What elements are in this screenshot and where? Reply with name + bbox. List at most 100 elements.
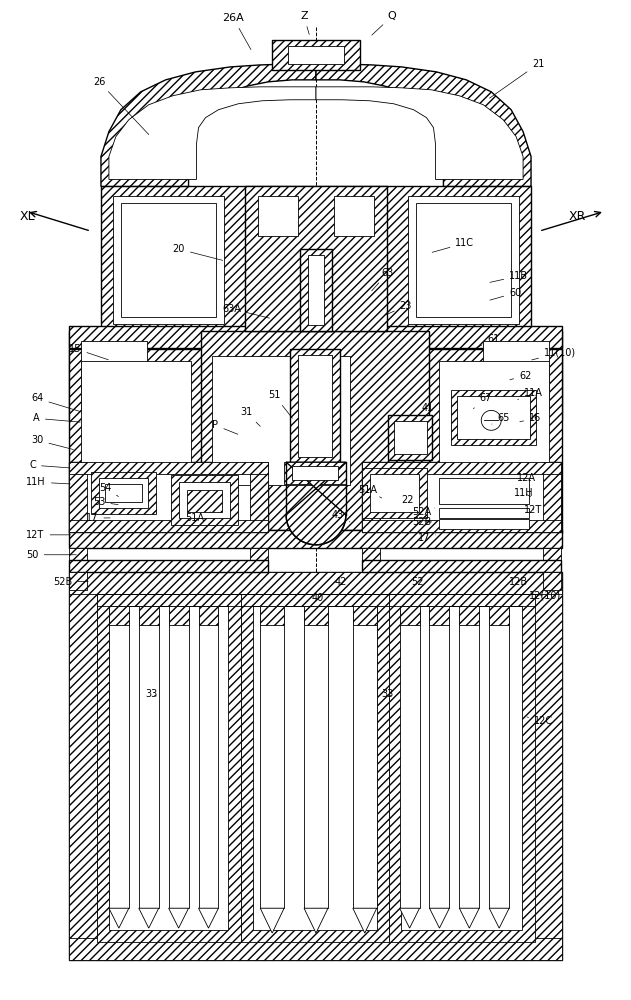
Text: 42: 42 bbox=[335, 577, 347, 587]
Text: 51A: 51A bbox=[186, 512, 211, 523]
Polygon shape bbox=[459, 606, 480, 625]
Text: 67: 67 bbox=[473, 393, 492, 409]
Polygon shape bbox=[199, 606, 218, 625]
Polygon shape bbox=[101, 186, 531, 331]
Polygon shape bbox=[168, 610, 189, 908]
Polygon shape bbox=[489, 610, 509, 908]
Text: 26A: 26A bbox=[222, 13, 251, 50]
Text: 65: 65 bbox=[492, 413, 510, 424]
Polygon shape bbox=[101, 64, 316, 186]
Text: 40: 40 bbox=[312, 593, 328, 603]
Polygon shape bbox=[69, 938, 562, 960]
Polygon shape bbox=[290, 349, 340, 463]
Polygon shape bbox=[97, 594, 241, 942]
Text: 11H: 11H bbox=[514, 488, 534, 498]
Polygon shape bbox=[199, 908, 218, 928]
Polygon shape bbox=[316, 87, 523, 179]
Polygon shape bbox=[362, 462, 380, 532]
Text: 11C: 11C bbox=[432, 238, 475, 252]
Polygon shape bbox=[401, 606, 522, 930]
Polygon shape bbox=[459, 610, 480, 908]
Polygon shape bbox=[199, 610, 218, 908]
Polygon shape bbox=[109, 606, 228, 930]
Polygon shape bbox=[489, 606, 509, 625]
Text: 51A: 51A bbox=[358, 485, 382, 498]
Polygon shape bbox=[99, 478, 148, 508]
Text: 21: 21 bbox=[490, 59, 545, 98]
Text: C: C bbox=[29, 460, 70, 470]
Polygon shape bbox=[428, 349, 562, 533]
Polygon shape bbox=[362, 468, 427, 518]
Text: 12B: 12B bbox=[509, 577, 528, 587]
Polygon shape bbox=[241, 594, 389, 942]
Polygon shape bbox=[316, 64, 531, 186]
Polygon shape bbox=[457, 396, 530, 439]
Polygon shape bbox=[69, 572, 562, 960]
Polygon shape bbox=[251, 462, 268, 532]
Polygon shape bbox=[489, 908, 509, 928]
Polygon shape bbox=[430, 606, 449, 625]
Text: 31: 31 bbox=[240, 407, 260, 426]
Polygon shape bbox=[69, 572, 97, 960]
Polygon shape bbox=[69, 331, 158, 420]
Polygon shape bbox=[69, 462, 87, 532]
Polygon shape bbox=[483, 341, 549, 410]
Text: 20: 20 bbox=[173, 244, 223, 260]
Text: 52B: 52B bbox=[413, 517, 432, 527]
Text: 11B: 11B bbox=[490, 271, 528, 282]
Text: Q: Q bbox=[372, 11, 396, 35]
Polygon shape bbox=[430, 908, 449, 928]
Polygon shape bbox=[439, 508, 529, 518]
Text: 63A: 63A bbox=[222, 304, 269, 318]
Polygon shape bbox=[304, 610, 328, 908]
Polygon shape bbox=[408, 196, 519, 324]
Text: 26: 26 bbox=[93, 77, 149, 135]
Polygon shape bbox=[258, 196, 298, 236]
Polygon shape bbox=[109, 606, 129, 625]
Text: 17: 17 bbox=[418, 533, 435, 543]
Polygon shape bbox=[389, 594, 535, 942]
Polygon shape bbox=[362, 548, 380, 560]
Polygon shape bbox=[543, 572, 561, 590]
Polygon shape bbox=[121, 203, 216, 317]
Polygon shape bbox=[399, 610, 420, 908]
Polygon shape bbox=[187, 490, 222, 512]
Text: 16: 16 bbox=[520, 413, 541, 423]
Polygon shape bbox=[213, 356, 350, 485]
Polygon shape bbox=[109, 908, 129, 928]
Text: 12T: 12T bbox=[27, 530, 70, 540]
Text: 33: 33 bbox=[382, 689, 394, 699]
Polygon shape bbox=[69, 548, 87, 560]
Text: 15: 15 bbox=[69, 344, 109, 360]
Polygon shape bbox=[69, 326, 562, 348]
Polygon shape bbox=[69, 572, 562, 594]
Polygon shape bbox=[387, 415, 432, 460]
Polygon shape bbox=[139, 908, 158, 928]
Polygon shape bbox=[91, 472, 156, 514]
Polygon shape bbox=[105, 484, 142, 502]
Text: 52: 52 bbox=[411, 577, 424, 587]
Text: 50: 50 bbox=[27, 550, 76, 560]
Polygon shape bbox=[451, 390, 536, 445]
Polygon shape bbox=[362, 560, 561, 572]
Polygon shape bbox=[459, 908, 480, 928]
Text: 52B: 52B bbox=[53, 577, 88, 587]
Text: 23: 23 bbox=[386, 301, 412, 315]
Polygon shape bbox=[362, 520, 561, 532]
Text: 41: 41 bbox=[414, 403, 433, 421]
Text: 12T: 12T bbox=[524, 505, 542, 515]
Polygon shape bbox=[353, 908, 377, 933]
Text: 12(10): 12(10) bbox=[529, 591, 562, 601]
Text: 12A: 12A bbox=[517, 473, 536, 483]
Polygon shape bbox=[179, 482, 230, 518]
Text: Z: Z bbox=[300, 11, 309, 34]
Polygon shape bbox=[439, 519, 529, 529]
Polygon shape bbox=[260, 606, 284, 625]
Polygon shape bbox=[292, 466, 338, 480]
Polygon shape bbox=[109, 87, 316, 179]
Polygon shape bbox=[394, 421, 427, 454]
Polygon shape bbox=[473, 331, 562, 420]
Polygon shape bbox=[69, 349, 203, 533]
Polygon shape bbox=[260, 908, 284, 933]
Polygon shape bbox=[353, 610, 377, 908]
